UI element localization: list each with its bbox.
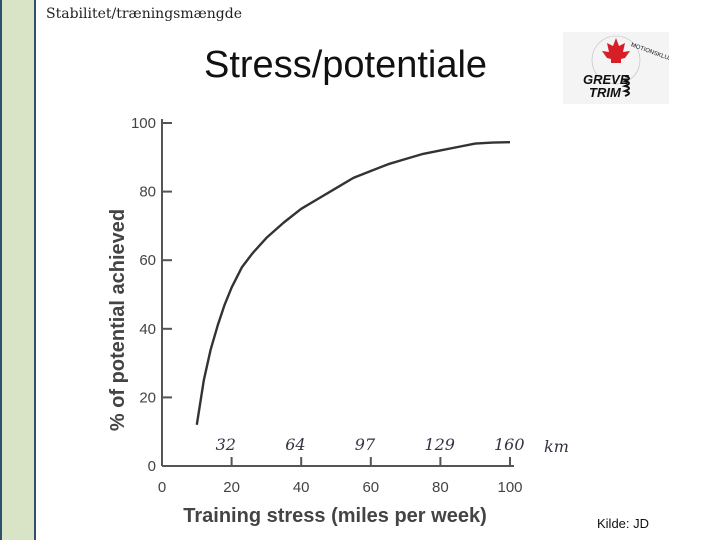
annotation-layer: 32 64 97 129 160 km [216, 435, 569, 456]
section-label: Stabilitet/træningsmængde [46, 6, 243, 22]
slide-title: Stress/potentiale [204, 44, 488, 86]
y-tick-label: 100 [131, 115, 156, 132]
y-tick-label: 60 [139, 252, 156, 269]
x-axis: 0 20 40 60 80 100 [158, 457, 523, 496]
logo-ring-text: MOTIONSKLUB [630, 42, 669, 63]
spring-icon [621, 75, 630, 97]
logo-ring [591, 35, 641, 85]
y-tick-label: 80 [139, 184, 156, 201]
side-bar [0, 0, 36, 540]
y-tick-label: 40 [139, 321, 156, 338]
km-annotation: 32 [216, 435, 236, 454]
series-line-0 [195, 141, 511, 425]
x-tick-label: 100 [497, 479, 522, 496]
km-annotation: 160 [494, 435, 525, 454]
series-layer [195, 141, 511, 425]
y-tick-label: 0 [148, 458, 156, 475]
logo-text-line-2: TRIM [589, 85, 622, 100]
y-tick-label: 20 [139, 389, 156, 406]
maple-leaf-icon [602, 38, 630, 63]
km-annotation: 64 [285, 435, 305, 454]
x-tick-label: 20 [223, 479, 240, 496]
x-axis-label: Training stress (miles per week) [183, 505, 486, 527]
y-axis: 0 20 40 60 80 100 [131, 115, 172, 475]
y-axis-label: % of potential achieved [107, 209, 129, 431]
x-tick-label: 80 [432, 479, 449, 496]
km-annotation: 129 [424, 435, 455, 454]
km-unit-annotation: km [544, 437, 569, 456]
x-tick-label: 60 [362, 479, 379, 496]
logo-text-line-1: GREVE [583, 72, 629, 87]
chart: 0 20 40 60 80 100 0 20 40 60 80 100 32 64 97 129 160 km… [107, 115, 569, 527]
x-tick-label: 40 [293, 479, 310, 496]
club-logo: MOTIONSKLUB GREVE TRIM [563, 32, 673, 104]
km-annotation: 97 [355, 435, 376, 454]
source-label: Kilde: JD [597, 516, 650, 531]
x-tick-label: 0 [158, 479, 166, 496]
